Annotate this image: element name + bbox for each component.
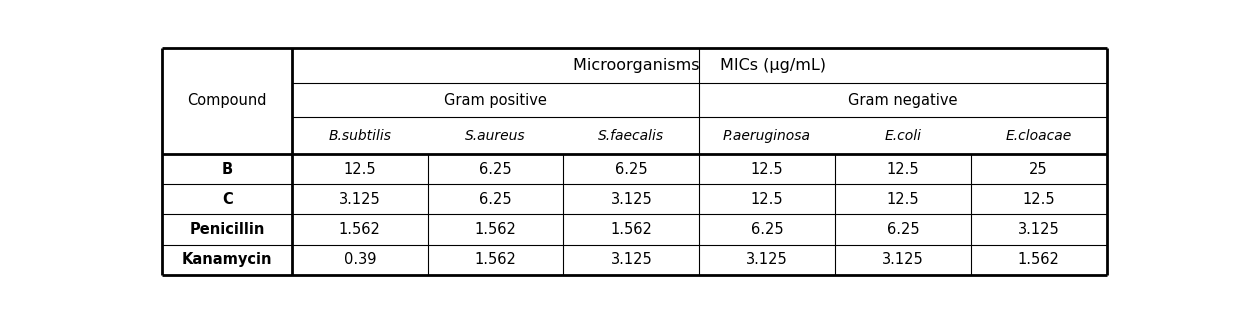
Text: 3.125: 3.125 [339, 192, 381, 207]
Text: Gram positive: Gram positive [444, 93, 547, 108]
Text: 12.5: 12.5 [886, 162, 919, 177]
Text: Kanamycin: Kanamycin [182, 252, 272, 267]
Text: 0.39: 0.39 [344, 252, 376, 267]
Text: Penicillin: Penicillin [189, 222, 265, 237]
Text: Compound: Compound [187, 94, 267, 108]
Text: 6.25: 6.25 [886, 222, 919, 237]
Text: 3.125: 3.125 [881, 252, 924, 267]
Text: 6.25: 6.25 [479, 162, 511, 177]
Text: 6.25: 6.25 [750, 222, 784, 237]
Text: Microorganisms    MICs (μg/mL): Microorganisms MICs (μg/mL) [573, 58, 826, 73]
Text: 12.5: 12.5 [343, 162, 376, 177]
Text: 12.5: 12.5 [886, 192, 919, 207]
Text: 3.125: 3.125 [610, 252, 652, 267]
Text: B: B [222, 162, 233, 177]
Text: B.subtilis: B.subtilis [328, 129, 391, 143]
Text: Gram negative: Gram negative [848, 93, 958, 108]
Text: 3.125: 3.125 [1018, 222, 1060, 237]
Text: 12.5: 12.5 [1023, 192, 1055, 207]
Text: 1.562: 1.562 [1018, 252, 1060, 267]
Text: 25: 25 [1029, 162, 1047, 177]
Text: 6.25: 6.25 [479, 192, 511, 207]
Text: 1.562: 1.562 [474, 252, 516, 267]
Text: 3.125: 3.125 [747, 252, 789, 267]
Text: 6.25: 6.25 [615, 162, 647, 177]
Text: 1.562: 1.562 [339, 222, 381, 237]
Text: P.aeruginosa: P.aeruginosa [723, 129, 811, 143]
Text: E.cloacae: E.cloacae [1005, 129, 1072, 143]
Text: 1.562: 1.562 [610, 222, 652, 237]
Text: 12.5: 12.5 [750, 192, 784, 207]
Text: C: C [222, 192, 233, 207]
Text: 12.5: 12.5 [750, 162, 784, 177]
Text: S.aureus: S.aureus [465, 129, 526, 143]
Text: S.faecalis: S.faecalis [598, 129, 665, 143]
Text: E.coli: E.coli [884, 129, 921, 143]
Text: 3.125: 3.125 [610, 192, 652, 207]
Text: 1.562: 1.562 [474, 222, 516, 237]
